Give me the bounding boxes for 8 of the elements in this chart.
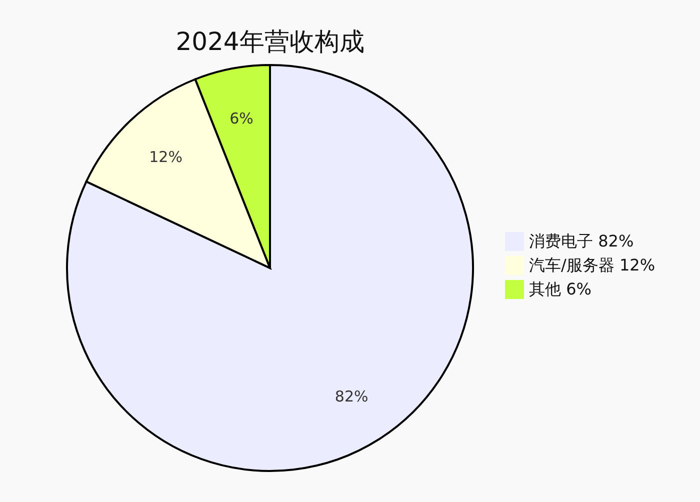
legend-label: 其他 6% xyxy=(529,280,592,298)
data-label: 12% xyxy=(149,148,182,166)
pie-slice xyxy=(66,64,474,472)
legend-label: 汽车/服务器 12% xyxy=(529,256,656,274)
slice-label: 消费电子 82% xyxy=(529,232,634,250)
data-label: 82% xyxy=(334,388,368,406)
data-label: 6% xyxy=(230,109,254,128)
chart-title: 2024年营收构成 xyxy=(176,27,364,56)
